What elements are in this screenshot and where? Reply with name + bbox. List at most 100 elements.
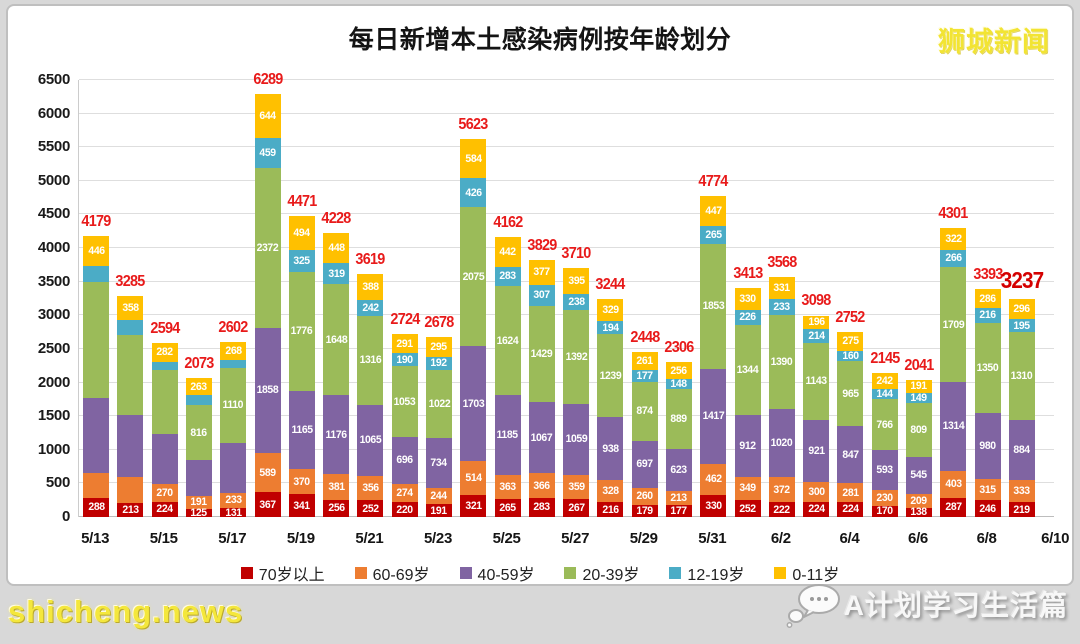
bar-segment: 912 [734,415,761,477]
bar-value-label: 179 [636,504,654,517]
bar-total-label: 2041 [904,356,934,374]
bar-segment: 2075 [460,206,487,347]
bar-segment: 160 [837,350,864,361]
bar-segment: 252 [357,500,384,517]
brand-logo-text: 狮城新闻 [938,27,1050,57]
bar-value-label: 494 [293,227,311,240]
bar-value-label: 282 [156,346,174,359]
bar-segment: 1703 [460,346,487,461]
bar-segment [117,415,144,478]
bar-segment [151,361,178,370]
bar-segment: 938 [597,417,624,481]
bar-segment: 395 [563,267,590,295]
bar: 321 514 1703 2075 426 584 5623 [459,116,489,517]
bar-segment: 1648 [323,284,350,396]
legend-item: 12-19岁 [669,561,744,585]
bar-segment: 191 [186,495,212,509]
bar-value-label: 370 [293,475,311,488]
bar-value-label: 589 [259,466,276,479]
bar-segment: 356 [357,476,384,501]
bar-total-label: 2306 [664,338,694,356]
grid-line [79,213,1054,215]
bar: 220 274 696 1053 190 291 2724 [390,311,420,517]
bar-value-label: 261 [636,355,654,368]
bar-segment: 593 [871,450,898,491]
y-tick-label: 2500 [37,339,70,357]
bar-value-label: 287 [945,501,962,514]
bar-segment: 330 [734,287,761,310]
bar-value-label: 459 [259,146,276,159]
bar-value-label: 644 [259,109,276,122]
bar-segment: 242 [871,372,898,390]
bar: 287 403 1314 1709 266 322 4301 [939,205,969,517]
bar: 125 191 816 263 2073 [184,355,214,519]
y-tick-label: 4000 [37,239,70,257]
bar-segment: 191 [426,504,452,517]
bar-value-label: 325 [293,254,311,267]
bar-segment: 426 [460,178,487,207]
bar-segment [220,360,247,369]
bar-segment [117,320,144,336]
bar-value-label: 349 [739,482,756,495]
bar-value-label: 1314 [942,420,965,433]
grid-line [79,179,1054,181]
bar-segment: 300 [803,481,830,502]
chart-title: 每日新增本土感染病例按年龄划分 [348,26,732,54]
bar-value-label: 226 [739,311,756,324]
bar-value-label: 372 [773,483,791,496]
bar-segment: 325 [288,249,315,272]
bar-value-label: 281 [842,486,859,499]
bar-value-label: 1390 [770,355,793,368]
bar-segment: 329 [597,298,624,322]
bar-segment: 131 [220,507,247,518]
bar-segment: 381 [323,474,350,500]
bar-value-label: 381 [327,480,345,493]
bar-value-label: 283 [499,270,516,283]
bar-value-label: 263 [190,380,208,393]
bar-segment: 222 [768,502,795,517]
bar-segment: 1390 [768,315,795,409]
bar-value-label: 194 [602,321,619,334]
bar-value-label: 321 [465,500,482,513]
bar-segment: 359 [563,474,590,500]
bar: 138 209 545 809 149 191 2041 [904,357,934,518]
bar: 246 315 980 1350 216 286 3393 [973,266,1003,517]
bar-segment: 286 [974,288,1001,309]
bar-total-label: 3413 [732,264,763,282]
bar-value-label: 1648 [325,333,348,346]
bar-value-label: 377 [533,266,551,279]
bar-segment: 1316 [357,316,384,405]
x-tick-label: 5/21 [355,530,384,547]
x-axis: 5/13 5/15 5/17 5/19 5/21 5/23 5/25 5/27 5/29 5/31… [78,530,1069,552]
plot-area: 288 446 4179 213 358 3285 224 270 282 2594 125 191 8… [78,71,1054,519]
bar-value-label: 1067 [530,431,553,444]
bar-segment: 296 [1008,299,1035,320]
legend-item: 60-69岁 [354,561,430,585]
bar-total-label: 3244 [595,275,626,293]
bar-segment: 1853 [700,243,727,369]
bar-segment: 295 [426,337,452,357]
bar-value-label: 216 [602,503,619,516]
bar-value-label: 1344 [736,364,759,377]
bar-value-label: 1709 [942,318,965,331]
bar: 252 356 1065 1316 242 388 3619 [356,251,386,517]
bar-segment: 224 [803,501,830,517]
bar-total-label: 2678 [424,313,454,331]
bar-total-label: 3619 [355,250,386,268]
legend-label: 12-19岁 [687,567,745,584]
bar-total-label: 4179 [81,213,112,231]
bar-value-label: 270 [156,486,174,499]
bar-segment: 1059 [563,403,590,475]
bar: 330 462 1417 1853 265 447 4774 [699,173,729,517]
y-tick-label: 6500 [37,71,70,88]
bar-value-label: 296 [1013,303,1031,316]
bar-segment [220,442,247,493]
grid-line [79,146,1054,148]
x-tick-label: 6/4 [839,530,860,547]
bar-value-label: 244 [430,489,448,502]
bar-value-label: 359 [567,481,585,493]
bar-segment: 275 [837,332,864,351]
bar-value-label: 623 [670,463,688,476]
bar-segment: 370 [288,469,315,495]
y-tick-label: 4500 [37,205,70,223]
